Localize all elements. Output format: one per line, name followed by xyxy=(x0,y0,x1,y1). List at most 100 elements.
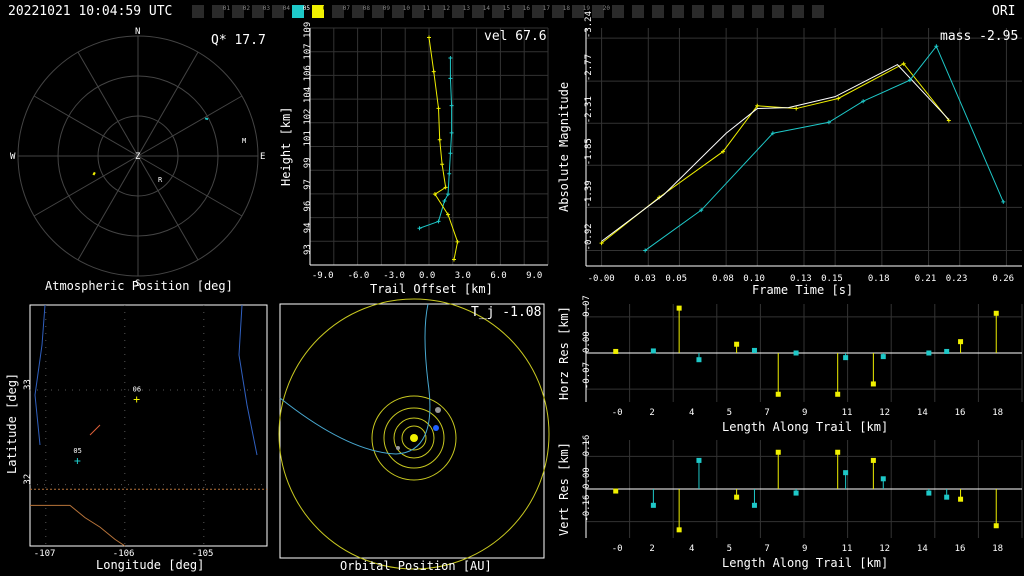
residual-point-06 xyxy=(775,449,781,455)
planet-marker xyxy=(435,407,441,413)
station-cell: 19 xyxy=(572,5,590,18)
x-tick-label: 0.05 xyxy=(665,274,687,284)
y-tick-label: 107 xyxy=(303,43,313,59)
atmos-track-06 xyxy=(92,171,96,176)
residual-point-06 xyxy=(676,527,682,533)
trail-point-06 xyxy=(437,137,442,142)
x-tick-label: 7 xyxy=(764,544,769,554)
mag-point-05 xyxy=(770,131,775,136)
atmospheric-position-chart: N S E W Z Q* 17.7 Atmospheric Position [deg] R M xyxy=(10,27,266,293)
station-cell: 10 xyxy=(392,5,410,18)
trail-xlabel: Trail Offset [km] xyxy=(370,282,493,296)
trail-point-05 xyxy=(448,151,453,156)
trail-point-06 xyxy=(431,69,436,74)
y-tick-label: 101 xyxy=(303,130,313,146)
station-label: 13 xyxy=(462,5,470,12)
atmos-title: Atmospheric Position [deg] xyxy=(45,279,233,293)
station-cell: 04 xyxy=(272,5,290,18)
station-marker-06 xyxy=(133,396,140,403)
y-tick-label: 109 xyxy=(303,22,313,38)
mag-point-05 xyxy=(643,248,648,253)
polar-spoke xyxy=(77,155,139,261)
trail-ylabel: Height [km] xyxy=(279,107,293,186)
horz-res-chart: -0 2 4 5 7 9 11 12 14 16 18 0.07 0.00 -0.07 Length Alo… xyxy=(557,295,1023,434)
residual-point-06 xyxy=(775,391,781,397)
direction-e: E xyxy=(260,152,265,162)
x-tick-label: -3.0 xyxy=(383,271,405,281)
x-tick-label: 14 xyxy=(917,408,928,418)
y-tick-label: -2.77 xyxy=(584,54,594,81)
residual-point-05 xyxy=(751,502,757,508)
trail-point-05 xyxy=(417,226,422,231)
direction-n: N xyxy=(135,27,140,37)
trail-point-05 xyxy=(449,103,454,108)
station-cell xyxy=(732,5,744,18)
mag-line-06 xyxy=(601,63,950,244)
q-annotation: Q* 17.7 xyxy=(211,33,266,48)
direction-w: W xyxy=(10,152,16,162)
residual-point-06 xyxy=(734,494,740,500)
station-cell: 17 xyxy=(532,5,550,18)
direction-zenith: Z xyxy=(135,152,141,162)
mass-annotation: mass -2.95 xyxy=(940,29,1018,44)
mag-point-05 xyxy=(1001,199,1006,204)
y-tick-label: 96 xyxy=(303,201,313,212)
orbit-frame xyxy=(279,303,545,559)
residual-point-05 xyxy=(650,502,656,508)
site-code: ORI xyxy=(992,4,1016,19)
x-tick-label: 2 xyxy=(649,408,654,418)
orbit-ring xyxy=(401,425,427,451)
station-cell: 02 xyxy=(232,5,250,18)
trail-line-05 xyxy=(419,57,453,229)
station-cell xyxy=(652,5,664,18)
magnitude-chart: -0.00 0.03 0.05 0.08 0.10 0.13 0.15 0.18 0.21 0.2… xyxy=(557,11,1022,297)
border-line xyxy=(30,504,126,547)
y-tick-label: -3.24 xyxy=(584,11,594,38)
station-label: 11 xyxy=(422,5,430,12)
station-label-06: 06 xyxy=(133,386,141,394)
station-cell: 15 xyxy=(492,5,510,18)
meteoroid-orbit xyxy=(279,303,431,455)
mag-point-06 xyxy=(901,61,906,66)
station-cell xyxy=(612,5,624,18)
river-line xyxy=(34,304,46,446)
x-tick-label: 5 xyxy=(727,544,732,554)
trail-line-06 xyxy=(428,37,459,260)
x-tick-label: -0 xyxy=(612,544,623,554)
y-tick-label: 97 xyxy=(303,179,313,190)
residual-point-05 xyxy=(926,350,932,356)
station-label: 01 xyxy=(222,5,230,12)
planet-marker xyxy=(396,446,400,450)
tj-annotation: T_j -1.08 xyxy=(471,305,541,320)
vert_res-ylabel: Vert Res [km] xyxy=(557,442,571,536)
station-cell xyxy=(752,5,764,18)
station-label: 08 xyxy=(362,5,370,12)
residual-point-06 xyxy=(734,341,740,347)
station-cell: 06 xyxy=(312,5,330,18)
trail-point-05 xyxy=(449,130,454,135)
residual-point-06 xyxy=(613,488,619,494)
station-cell: 01 xyxy=(212,5,230,18)
residual-point-05 xyxy=(944,494,950,500)
trail-point-05 xyxy=(448,76,453,81)
residual-point-05 xyxy=(926,490,932,496)
station-label-05: 05 xyxy=(73,447,81,455)
x-tick-label: 0.08 xyxy=(712,274,734,284)
trail-point-06 xyxy=(436,106,441,111)
x-tick-label: 4 xyxy=(689,408,694,418)
station-label: 07 xyxy=(342,5,350,12)
station-cell xyxy=(792,5,804,18)
y-tick-label: 104 xyxy=(303,87,313,103)
x-tick-label: 7 xyxy=(764,408,769,418)
residual-point-05 xyxy=(944,348,950,354)
station-cell xyxy=(692,5,704,18)
mag-point-05 xyxy=(907,78,912,83)
ground-xlabel: Longitude [deg] xyxy=(96,558,204,572)
orbit-ring xyxy=(383,407,445,469)
station-label: 10 xyxy=(402,5,410,12)
station-cell: 18 xyxy=(552,5,570,18)
station-cell: 07 xyxy=(332,5,350,18)
x-tick-label: 9 xyxy=(802,408,807,418)
x-tick-label: 0.26 xyxy=(992,274,1014,284)
earth-marker xyxy=(433,425,439,431)
